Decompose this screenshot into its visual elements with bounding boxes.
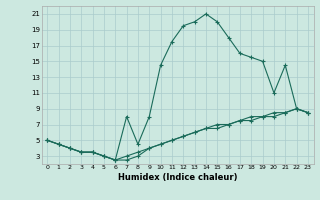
X-axis label: Humidex (Indice chaleur): Humidex (Indice chaleur) [118,173,237,182]
